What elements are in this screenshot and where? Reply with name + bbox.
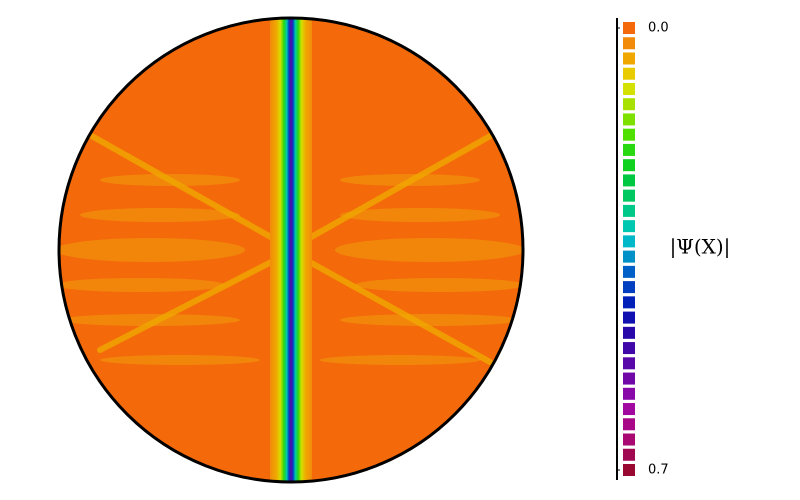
colorbar-swatch [623,448,635,461]
colorbar-swatch [623,342,635,355]
colorbar-swatch [623,82,635,95]
colorbar-swatch [623,67,635,80]
colorbar-swatch [623,464,635,476]
colorbar-swatch [623,357,635,370]
colorbar-swatch [623,128,635,141]
colorbar-swatch [623,159,635,172]
colorbar-swatch [623,433,635,446]
colorbar-swatch [623,281,635,294]
colorbar-label: |Ψ(X)| [670,235,731,260]
colorbar-swatch [623,265,635,278]
colorbar-swatch [623,250,635,263]
colorbar-swatch [623,235,635,248]
colorbar-tick-label: 0.7 [648,463,669,478]
colorbar-swatch [623,296,635,309]
colorbar-swatch [623,143,635,156]
colorbar-swatch [623,403,635,416]
colorbar: 0.0 0.7 [617,21,669,478]
colorbar-swatch [623,98,635,111]
colorbar-swatch [623,326,635,339]
colorbar-swatch [623,387,635,400]
colorbar-swatch [623,189,635,202]
colorbar-swatch [623,37,635,50]
colorbar-swatch [623,204,635,217]
colorbar-tick-label: 0.0 [648,21,669,36]
colorbar-swatch [623,174,635,187]
colorbar-swatch [623,52,635,65]
colorbar-swatch [623,372,635,385]
contour-field [59,18,523,482]
colorbar-swatch [623,418,635,431]
colorbar-swatch [623,220,635,233]
colorbar-swatch [623,22,635,34]
colorbar-swatch [623,113,635,126]
disc-border [57,16,525,484]
colorbar-swatch [623,311,635,324]
